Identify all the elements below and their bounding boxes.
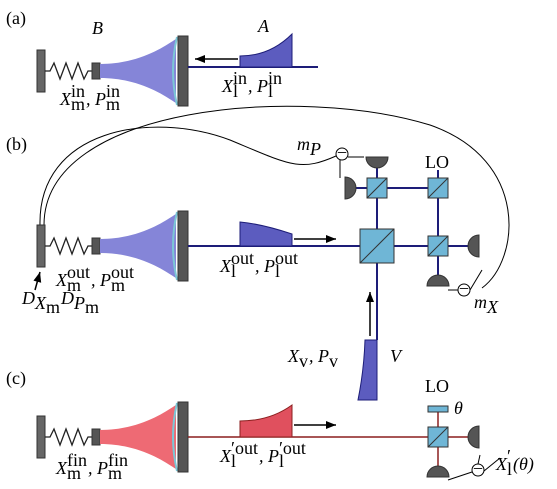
label: fin	[67, 450, 87, 470]
label: m	[297, 134, 310, 154]
label: B	[92, 18, 103, 38]
vacuum-pulse	[358, 340, 377, 400]
detector	[427, 466, 449, 477]
label: (θ)	[513, 454, 534, 475]
wall	[37, 416, 45, 458]
pulse	[240, 222, 292, 246]
spring	[45, 429, 92, 445]
arrow-head	[326, 235, 336, 243]
arrow-head	[366, 292, 374, 302]
detector	[366, 157, 388, 168]
detector	[345, 177, 356, 199]
label: (b)	[6, 134, 27, 155]
label: −	[473, 459, 483, 479]
label: D	[21, 288, 35, 308]
label: ′out	[279, 438, 306, 458]
detector	[468, 426, 479, 448]
figure: (a)BAXmin, PminXlin, Plin(b)−−mPmXLOXv, …	[0, 0, 557, 489]
mirror	[178, 36, 188, 106]
label: , P	[248, 76, 268, 96]
label: X	[486, 297, 499, 317]
label: θ	[454, 398, 463, 418]
arrow-head	[326, 421, 336, 429]
label: in	[268, 68, 282, 88]
wire	[470, 270, 482, 290]
arrow-head	[33, 272, 41, 283]
label: , P	[309, 346, 329, 366]
label: v	[329, 351, 338, 371]
label: out	[111, 262, 134, 282]
spring	[45, 238, 92, 254]
label: LO	[425, 152, 449, 172]
label: m	[46, 297, 60, 317]
label: m	[474, 292, 487, 312]
label: , P	[255, 256, 275, 276]
mass	[92, 238, 100, 254]
label: , P	[88, 458, 108, 478]
label: ′	[507, 446, 511, 466]
spring	[45, 63, 92, 79]
wire	[40, 127, 336, 225]
detector	[468, 235, 479, 257]
pulse	[240, 34, 292, 67]
label: out	[231, 248, 254, 268]
label: in	[71, 81, 85, 101]
wire	[448, 472, 472, 480]
pulse	[240, 405, 292, 437]
label: A	[257, 16, 270, 36]
label: out	[275, 248, 298, 268]
mirror	[178, 402, 188, 472]
label: −	[459, 279, 469, 299]
wall	[37, 225, 45, 267]
label: ′out	[231, 438, 258, 458]
label: in	[106, 81, 120, 101]
label: out	[67, 262, 90, 282]
mirror	[178, 211, 188, 281]
phase-plate	[428, 406, 448, 412]
label: m	[85, 297, 99, 317]
label: (a)	[6, 8, 26, 29]
label: fin	[108, 450, 128, 470]
label: V	[390, 346, 403, 366]
label: in	[233, 68, 247, 88]
label: −	[337, 143, 347, 163]
label: , P	[86, 89, 106, 109]
wall	[37, 50, 45, 92]
detector	[427, 275, 449, 286]
label: , P	[91, 270, 111, 290]
mass	[92, 63, 100, 79]
arrow-head	[195, 55, 205, 63]
label: LO	[425, 376, 449, 396]
label: v	[299, 351, 308, 371]
label: , P	[259, 446, 279, 466]
label: P	[309, 139, 321, 159]
label: P	[73, 293, 85, 313]
mass	[92, 429, 100, 445]
label: (c)	[6, 368, 26, 389]
